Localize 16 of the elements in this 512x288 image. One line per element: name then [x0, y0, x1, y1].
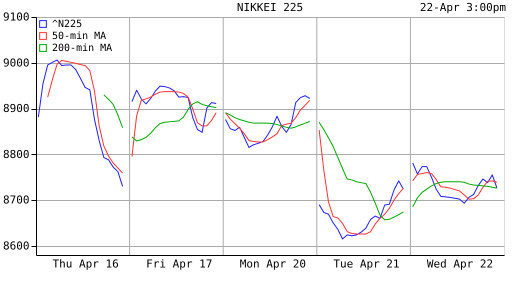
x-tick-label: Thu Apr 16 [52, 258, 119, 270]
legend-label: ^N225 [52, 19, 82, 30]
legend-label: 50-min MA [52, 31, 106, 42]
legend-label: 200-min MA [52, 43, 112, 54]
y-tick-label: 8900 [3, 102, 30, 116]
y-tick-label: 8600 [3, 239, 30, 252]
y-tick-label: 8800 [3, 148, 30, 161]
x-tick-label: Wed Apr 22 [426, 258, 494, 270]
y-tick-label: 9100 [3, 10, 30, 24]
y-tick-label: 8700 [3, 194, 30, 207]
chart-title: NIKKEI 225 [236, 1, 304, 14]
x-tick-label: Tue Apr 21 [333, 258, 400, 270]
y-tick-label: 9000 [3, 56, 30, 70]
x-tick-label: Mon Apr 20 [240, 258, 306, 270]
x-tick-label: Fri Apr 17 [146, 258, 212, 270]
chart-subtitle: 22-Apr 3:00pm [420, 1, 506, 14]
